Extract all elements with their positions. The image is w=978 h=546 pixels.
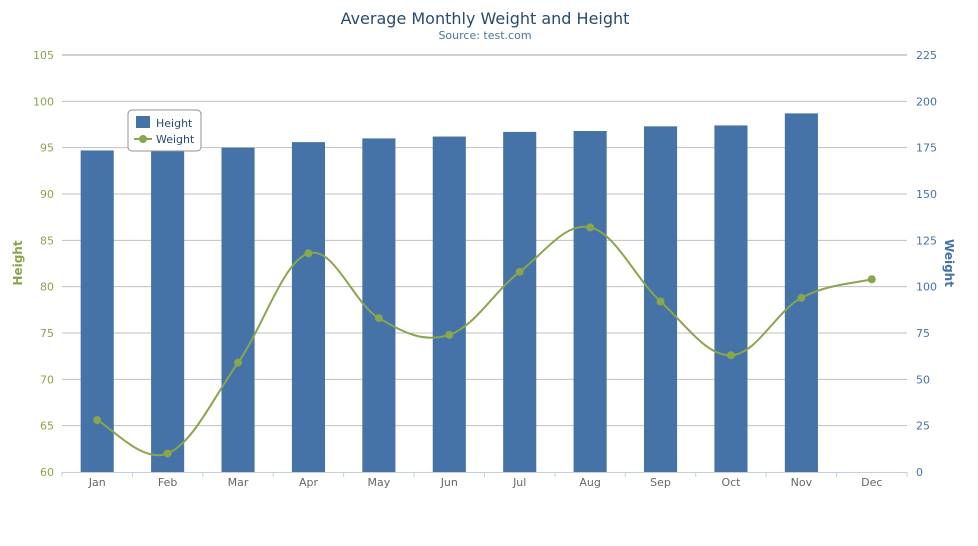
height-bar <box>291 142 326 472</box>
x-axis-tick-label: Jan <box>88 476 106 489</box>
right-axis-tick-label: 50 <box>916 373 930 386</box>
x-axis-tick-label: Jul <box>512 476 526 489</box>
height-bar <box>432 136 466 472</box>
weight-point <box>586 223 595 232</box>
right-axis-tick-label: 200 <box>916 95 937 108</box>
weight-point <box>515 267 524 276</box>
weight-point <box>93 416 102 425</box>
legend[interactable]: Height Weight <box>127 109 202 152</box>
x-axis-tick-label: Feb <box>158 476 177 489</box>
legend-height-label: Height <box>156 117 193 130</box>
weight-point <box>234 358 243 367</box>
left-axis-tick-label: 70 <box>40 373 54 386</box>
right-axis-tick-label: 125 <box>916 234 937 247</box>
left-axis-tick-label: 85 <box>40 234 54 247</box>
right-axis-tick-label: 225 <box>916 49 937 62</box>
right-axis-tick-label: 150 <box>916 188 937 201</box>
axes: 60 65 70 75 80 85 90 95 100 105 0 25 50 75 100 125 150 17… <box>33 49 937 489</box>
right-axis-tick-label: 0 <box>916 466 923 479</box>
height-bar <box>573 130 607 472</box>
right-axis-title: Weight <box>942 239 956 287</box>
legend-weight-label: Weight <box>156 133 195 146</box>
x-axis-tick-label: Oct <box>721 476 741 489</box>
weight-point <box>797 293 806 302</box>
x-axis-tick-label: Nov <box>791 476 813 489</box>
height-bar <box>221 147 255 472</box>
left-axis-tick-label: 100 <box>33 95 54 108</box>
chart-subtitle: Source: test.com <box>438 29 531 42</box>
left-axis-tick-label: 80 <box>40 281 54 294</box>
left-axis-tick-label: 65 <box>40 420 54 433</box>
left-axis-title: Height <box>11 240 25 285</box>
weight-point <box>163 449 172 458</box>
x-axis-tick-label: Mar <box>228 476 249 489</box>
height-bars <box>80 113 818 473</box>
left-axis-tick-label: 60 <box>40 466 54 479</box>
left-axis-tick-label: 90 <box>40 188 54 201</box>
grid-lines <box>62 54 907 427</box>
right-axis-tick-label: 25 <box>916 420 930 433</box>
right-axis-tick-label: 100 <box>916 281 937 294</box>
left-axis-tick-label: 95 <box>40 142 54 155</box>
chart-title: Average Monthly Weight and Height <box>341 9 630 28</box>
legend-weight-marker <box>139 135 147 143</box>
weight-point <box>656 297 665 306</box>
x-axis-tick-label: Aug <box>579 476 600 489</box>
weight-point <box>374 314 383 323</box>
weight-line <box>93 223 876 458</box>
x-axis-tick-label: Jun <box>440 476 458 489</box>
x-axis-tick-label: May <box>368 476 391 489</box>
right-axis-tick-label: 75 <box>916 327 930 340</box>
x-axis-tick-label: Sep <box>650 476 671 489</box>
weight-spline <box>96 225 873 457</box>
weight-point <box>726 351 735 360</box>
height-bar <box>362 138 396 472</box>
left-axis-tick-label: 105 <box>33 49 54 62</box>
weight-point <box>867 275 876 284</box>
x-axis-tick-label: Dec <box>861 476 882 489</box>
height-bar <box>151 143 185 473</box>
height-bar <box>503 131 537 472</box>
left-axis-tick-label: 75 <box>40 327 54 340</box>
weight-point <box>445 330 454 339</box>
weight-point <box>304 249 313 258</box>
legend-height-swatch <box>136 116 150 128</box>
right-axis-tick-label: 175 <box>916 142 937 155</box>
height-bar <box>714 125 748 472</box>
x-axis-tick-label: Apr <box>299 476 319 489</box>
